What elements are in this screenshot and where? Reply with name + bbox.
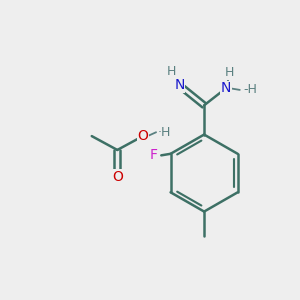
Text: O: O [112, 170, 123, 184]
Text: O: O [137, 129, 148, 143]
Text: F: F [149, 148, 158, 162]
Text: H: H [225, 67, 234, 80]
Text: N: N [220, 81, 231, 95]
Text: -H: -H [243, 83, 257, 96]
Text: ·H: ·H [158, 126, 171, 139]
Text: H: H [167, 65, 176, 78]
Text: N: N [174, 78, 184, 92]
